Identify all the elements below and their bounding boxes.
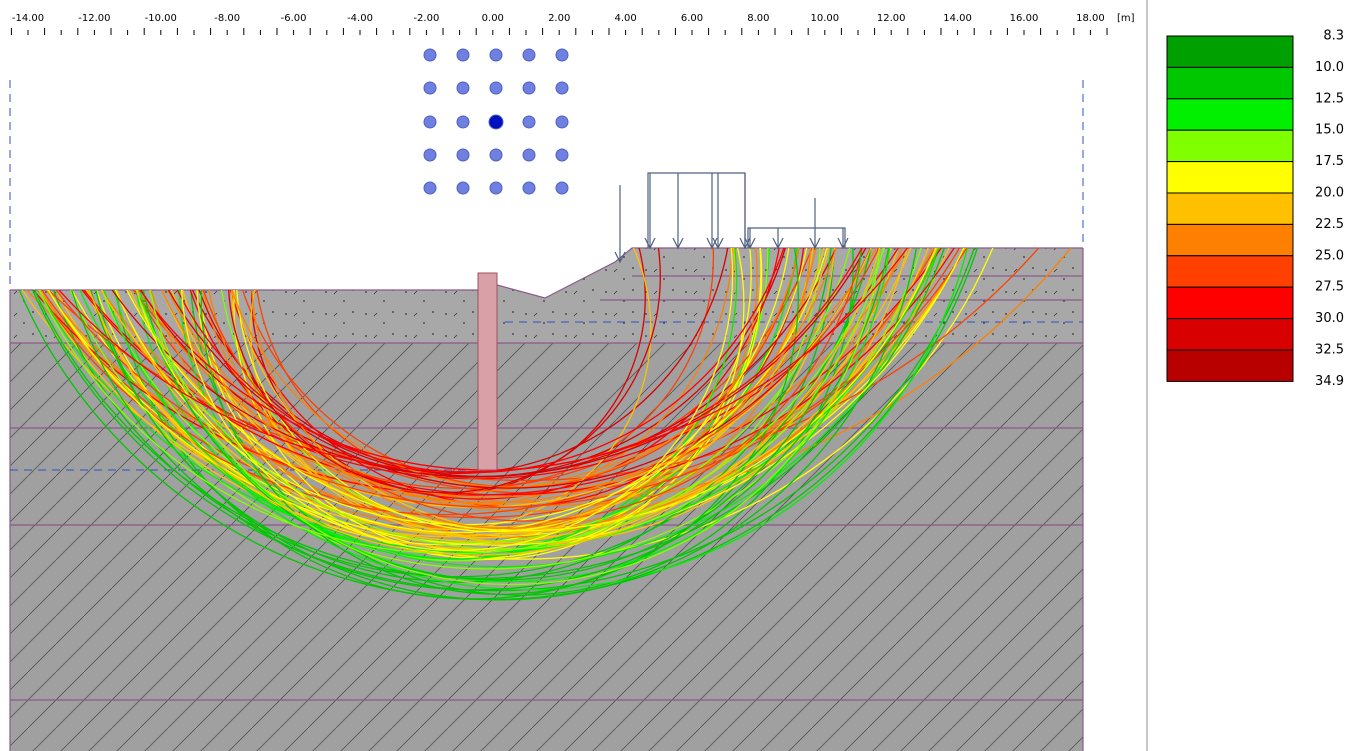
grid-point	[523, 116, 535, 128]
ruler-label: -12.00	[78, 13, 110, 24]
grid-point	[523, 49, 535, 61]
soil-profile	[10, 80, 1083, 751]
legend-swatch	[1167, 193, 1293, 224]
ruler-label: 14.00	[943, 13, 972, 24]
grid-point	[556, 82, 568, 94]
grid-point	[424, 49, 436, 61]
legend-swatch	[1167, 67, 1293, 98]
legend-swatch	[1167, 319, 1293, 350]
sheet-pile	[478, 273, 497, 470]
ruler-label: -14.00	[12, 13, 44, 24]
grid-point	[489, 115, 503, 129]
grid-point	[424, 82, 436, 94]
legend-swatch	[1167, 99, 1293, 130]
analysis-view: -14.00 -12.00 -10.00 -8.00 -6.00 -4.00 -2.00 0.…	[0, 0, 1354, 751]
grid-point	[523, 149, 535, 161]
grid-point	[457, 49, 469, 61]
grid-point	[556, 149, 568, 161]
ruler-label: -6.00	[281, 13, 307, 24]
legend-label: 22.5	[1315, 217, 1344, 232]
legend-swatch	[1167, 256, 1293, 287]
grid-point	[490, 182, 502, 194]
grid-point	[457, 82, 469, 94]
ruler-label: -2.00	[413, 13, 439, 24]
ruler-label: -10.00	[145, 13, 177, 24]
legend: 8.3 10.0 12.5 15.0 17.5 20.0 22.5 25.0 27.5 30.0 3…	[1167, 29, 1344, 389]
ruler-label: 2.00	[548, 13, 570, 24]
legend-swatch	[1167, 130, 1293, 161]
ruler-unit: [m]	[1117, 13, 1135, 24]
app-window: -14.00 -12.00 -10.00 -8.00 -6.00 -4.00 -2.00 0.…	[0, 0, 1354, 751]
ruler-label: 0.00	[482, 13, 504, 24]
legend-swatch	[1167, 224, 1293, 255]
grid-point	[424, 182, 436, 194]
grid-point	[523, 82, 535, 94]
grid-point	[556, 49, 568, 61]
ruler-label: 4.00	[614, 13, 636, 24]
grid-point	[556, 116, 568, 128]
ruler-label: 8.00	[747, 13, 769, 24]
legend-swatch	[1167, 350, 1293, 381]
grid-point	[457, 149, 469, 161]
legend-swatch	[1167, 162, 1293, 193]
legend-swatch	[1167, 36, 1293, 67]
ruler: -14.00 -12.00 -10.00 -8.00 -6.00 -4.00 -2.00 0.…	[11, 8, 1140, 35]
grid-point	[457, 116, 469, 128]
legend-label: 17.5	[1315, 154, 1344, 169]
grid-point	[556, 182, 568, 194]
legend-label: 8.3	[1323, 29, 1344, 44]
legend-label: 25.0	[1315, 248, 1344, 263]
legend-label: 15.0	[1315, 123, 1344, 138]
ruler-label: 16.00	[1010, 13, 1039, 24]
grid-point	[523, 182, 535, 194]
legend-label: 12.5	[1315, 91, 1344, 106]
ruler-label: 12.00	[877, 13, 906, 24]
ruler-label: 6.00	[681, 13, 703, 24]
center-grid	[424, 49, 568, 194]
grid-point	[490, 49, 502, 61]
legend-label: 20.0	[1315, 186, 1344, 201]
grid-point	[424, 149, 436, 161]
legend-label: 27.5	[1315, 280, 1344, 295]
legend-label: 34.9	[1315, 374, 1344, 389]
legend-label: 10.0	[1315, 60, 1344, 75]
ruler-label: -4.00	[347, 13, 373, 24]
ruler-label: 10.00	[810, 13, 839, 24]
legend-swatch	[1167, 287, 1293, 318]
grid-point	[490, 82, 502, 94]
ruler-label: 18.00	[1076, 13, 1105, 24]
legend-label: 32.5	[1315, 343, 1344, 358]
grid-point	[424, 116, 436, 128]
grid-point	[457, 182, 469, 194]
legend-label: 30.0	[1315, 311, 1344, 326]
ruler-label: -8.00	[214, 13, 240, 24]
grid-point	[490, 149, 502, 161]
